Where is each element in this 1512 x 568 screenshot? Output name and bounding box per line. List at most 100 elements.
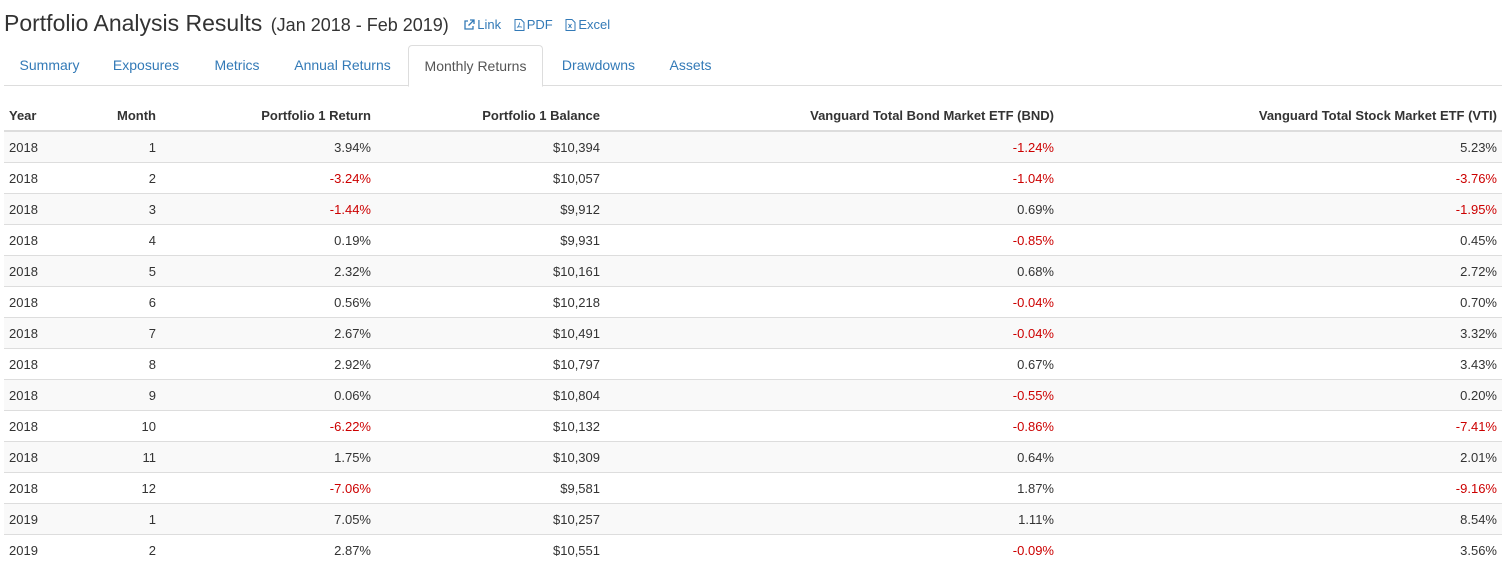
- portfolio-balance-cell: $10,797: [376, 348, 605, 380]
- portfolio-return-cell: -7.06%: [161, 472, 376, 504]
- portfolio-balance-cell: $10,551: [376, 534, 605, 565]
- year-cell: 2018: [4, 255, 64, 287]
- pdf-export-button[interactable]: PDF: [514, 17, 557, 32]
- bnd-return-cell: -0.04%: [605, 317, 1059, 349]
- portfolio-balance-cell: $10,804: [376, 379, 605, 411]
- table-header-row: Year Month Portfolio 1 Return Portfolio …: [4, 100, 1502, 132]
- column-header-year[interactable]: Year: [4, 100, 64, 132]
- table-row: 2018 6 0.56% $10,218 -0.04% 0.70%: [4, 286, 1502, 318]
- table-row: 2018 3 -1.44% $9,912 0.69% -1.95%: [4, 193, 1502, 225]
- year-cell: 2018: [4, 224, 64, 256]
- vti-return-cell: 3.32%: [1059, 317, 1502, 349]
- bnd-return-cell: -1.24%: [605, 130, 1059, 163]
- year-cell: 2018: [4, 348, 64, 380]
- month-cell: 5: [64, 255, 161, 287]
- table-row: 2018 8 2.92% $10,797 0.67% 3.43%: [4, 348, 1502, 380]
- bnd-return-cell: 1.11%: [605, 503, 1059, 535]
- month-cell: 2: [64, 162, 161, 194]
- column-header-portfolio-return[interactable]: Portfolio 1 Return: [161, 100, 376, 132]
- month-cell: 3: [64, 193, 161, 225]
- bnd-return-cell: -0.55%: [605, 379, 1059, 411]
- vti-return-cell: 0.70%: [1059, 286, 1502, 318]
- portfolio-balance-cell: $10,218: [376, 286, 605, 318]
- monthly-returns-table: Year Month Portfolio 1 Return Portfolio …: [4, 100, 1502, 565]
- tab-metrics[interactable]: Metrics: [214, 57, 260, 73]
- portfolio-balance-cell: $10,161: [376, 255, 605, 287]
- year-cell: 2019: [4, 503, 64, 535]
- bnd-return-cell: 0.69%: [605, 193, 1059, 225]
- bnd-return-cell: -0.85%: [605, 224, 1059, 256]
- portfolio-return-cell: -3.24%: [161, 162, 376, 194]
- title-text: Portfolio Analysis Results: [4, 10, 263, 36]
- portfolio-return-cell: 0.06%: [161, 379, 376, 411]
- date-range: (Jan 2018 - Feb 2019): [270, 15, 449, 35]
- vti-return-cell: -3.76%: [1059, 162, 1502, 194]
- table-row: 2018 1 3.94% $10,394 -1.24% 5.23%: [4, 130, 1502, 163]
- vti-return-cell: 3.56%: [1059, 534, 1502, 565]
- column-header-portfolio-balance[interactable]: Portfolio 1 Balance: [376, 100, 605, 132]
- portfolio-balance-cell: $10,132: [376, 410, 605, 442]
- column-header-vti[interactable]: Vanguard Total Stock Market ETF (VTI): [1059, 100, 1502, 132]
- tab-assets[interactable]: Assets: [669, 57, 712, 73]
- month-cell: 4: [64, 224, 161, 256]
- month-cell: 11: [64, 441, 161, 473]
- year-cell: 2018: [4, 472, 64, 504]
- year-cell: 2018: [4, 441, 64, 473]
- table-row: 2018 9 0.06% $10,804 -0.55% 0.20%: [4, 379, 1502, 411]
- portfolio-balance-cell: $10,394: [376, 130, 605, 163]
- portfolio-return-cell: 2.87%: [161, 534, 376, 565]
- result-tabs: Summary Exposures Metrics Annual Returns…: [4, 45, 1502, 87]
- year-cell: 2018: [4, 410, 64, 442]
- month-cell: 12: [64, 472, 161, 504]
- table-row: 2018 12 -7.06% $9,581 1.87% -9.16%: [4, 472, 1502, 504]
- portfolio-return-cell: 3.94%: [161, 130, 376, 163]
- pdf-label: PDF: [526, 17, 553, 32]
- bnd-return-cell: -0.04%: [605, 286, 1059, 318]
- year-cell: 2018: [4, 162, 64, 194]
- month-cell: 8: [64, 348, 161, 380]
- bnd-return-cell: 1.87%: [605, 472, 1059, 504]
- year-cell: 2018: [4, 379, 64, 411]
- portfolio-balance-cell: $9,912: [376, 193, 605, 225]
- tab-monthly-returns[interactable]: Monthly Returns: [408, 45, 543, 87]
- portfolio-return-cell: 0.19%: [161, 224, 376, 256]
- tab-drawdowns[interactable]: Drawdowns: [561, 57, 636, 73]
- vti-return-cell: -7.41%: [1059, 410, 1502, 442]
- vti-return-cell: 8.54%: [1059, 503, 1502, 535]
- tab-annual-returns[interactable]: Annual Returns: [294, 57, 391, 73]
- table-row: 2018 4 0.19% $9,931 -0.85% 0.45%: [4, 224, 1502, 256]
- vti-return-cell: 2.01%: [1059, 441, 1502, 473]
- column-header-bnd[interactable]: Vanguard Total Bond Market ETF (BND): [605, 100, 1059, 132]
- month-cell: 6: [64, 286, 161, 318]
- column-header-month[interactable]: Month: [64, 100, 161, 132]
- vti-return-cell: 5.23%: [1059, 130, 1502, 163]
- table-row: 2018 7 2.67% $10,491 -0.04% 3.32%: [4, 317, 1502, 349]
- external-link-icon: [464, 19, 475, 30]
- page-title: Portfolio Analysis Results (Jan 2018 - F…: [4, 10, 619, 37]
- bnd-return-cell: -1.04%: [605, 162, 1059, 194]
- portfolio-return-cell: -6.22%: [161, 410, 376, 442]
- portfolio-balance-cell: $10,309: [376, 441, 605, 473]
- portfolio-return-cell: -1.44%: [161, 193, 376, 225]
- portfolio-balance-cell: $10,057: [376, 162, 605, 194]
- tab-exposures[interactable]: Exposures: [112, 57, 180, 73]
- year-cell: 2018: [4, 193, 64, 225]
- year-cell: 2018: [4, 286, 64, 318]
- table-row: 2018 11 1.75% $10,309 0.64% 2.01%: [4, 441, 1502, 473]
- link-export-button[interactable]: Link: [463, 17, 504, 32]
- page-header: Portfolio Analysis Results (Jan 2018 - F…: [0, 0, 1512, 46]
- portfolio-balance-cell: $10,257: [376, 503, 605, 535]
- excel-export-button[interactable]: Excel: [565, 17, 610, 32]
- tab-summary[interactable]: Summary: [19, 57, 80, 73]
- bnd-return-cell: -0.86%: [605, 410, 1059, 442]
- month-cell: 1: [64, 503, 161, 535]
- vti-return-cell: 2.72%: [1059, 255, 1502, 287]
- vti-return-cell: -9.16%: [1059, 472, 1502, 504]
- excel-file-icon: [565, 19, 576, 31]
- link-label: Link: [477, 17, 502, 32]
- portfolio-balance-cell: $9,931: [376, 224, 605, 256]
- year-cell: 2018: [4, 130, 64, 163]
- portfolio-return-cell: 1.75%: [161, 441, 376, 473]
- month-cell: 2: [64, 534, 161, 565]
- bnd-return-cell: -0.09%: [605, 534, 1059, 565]
